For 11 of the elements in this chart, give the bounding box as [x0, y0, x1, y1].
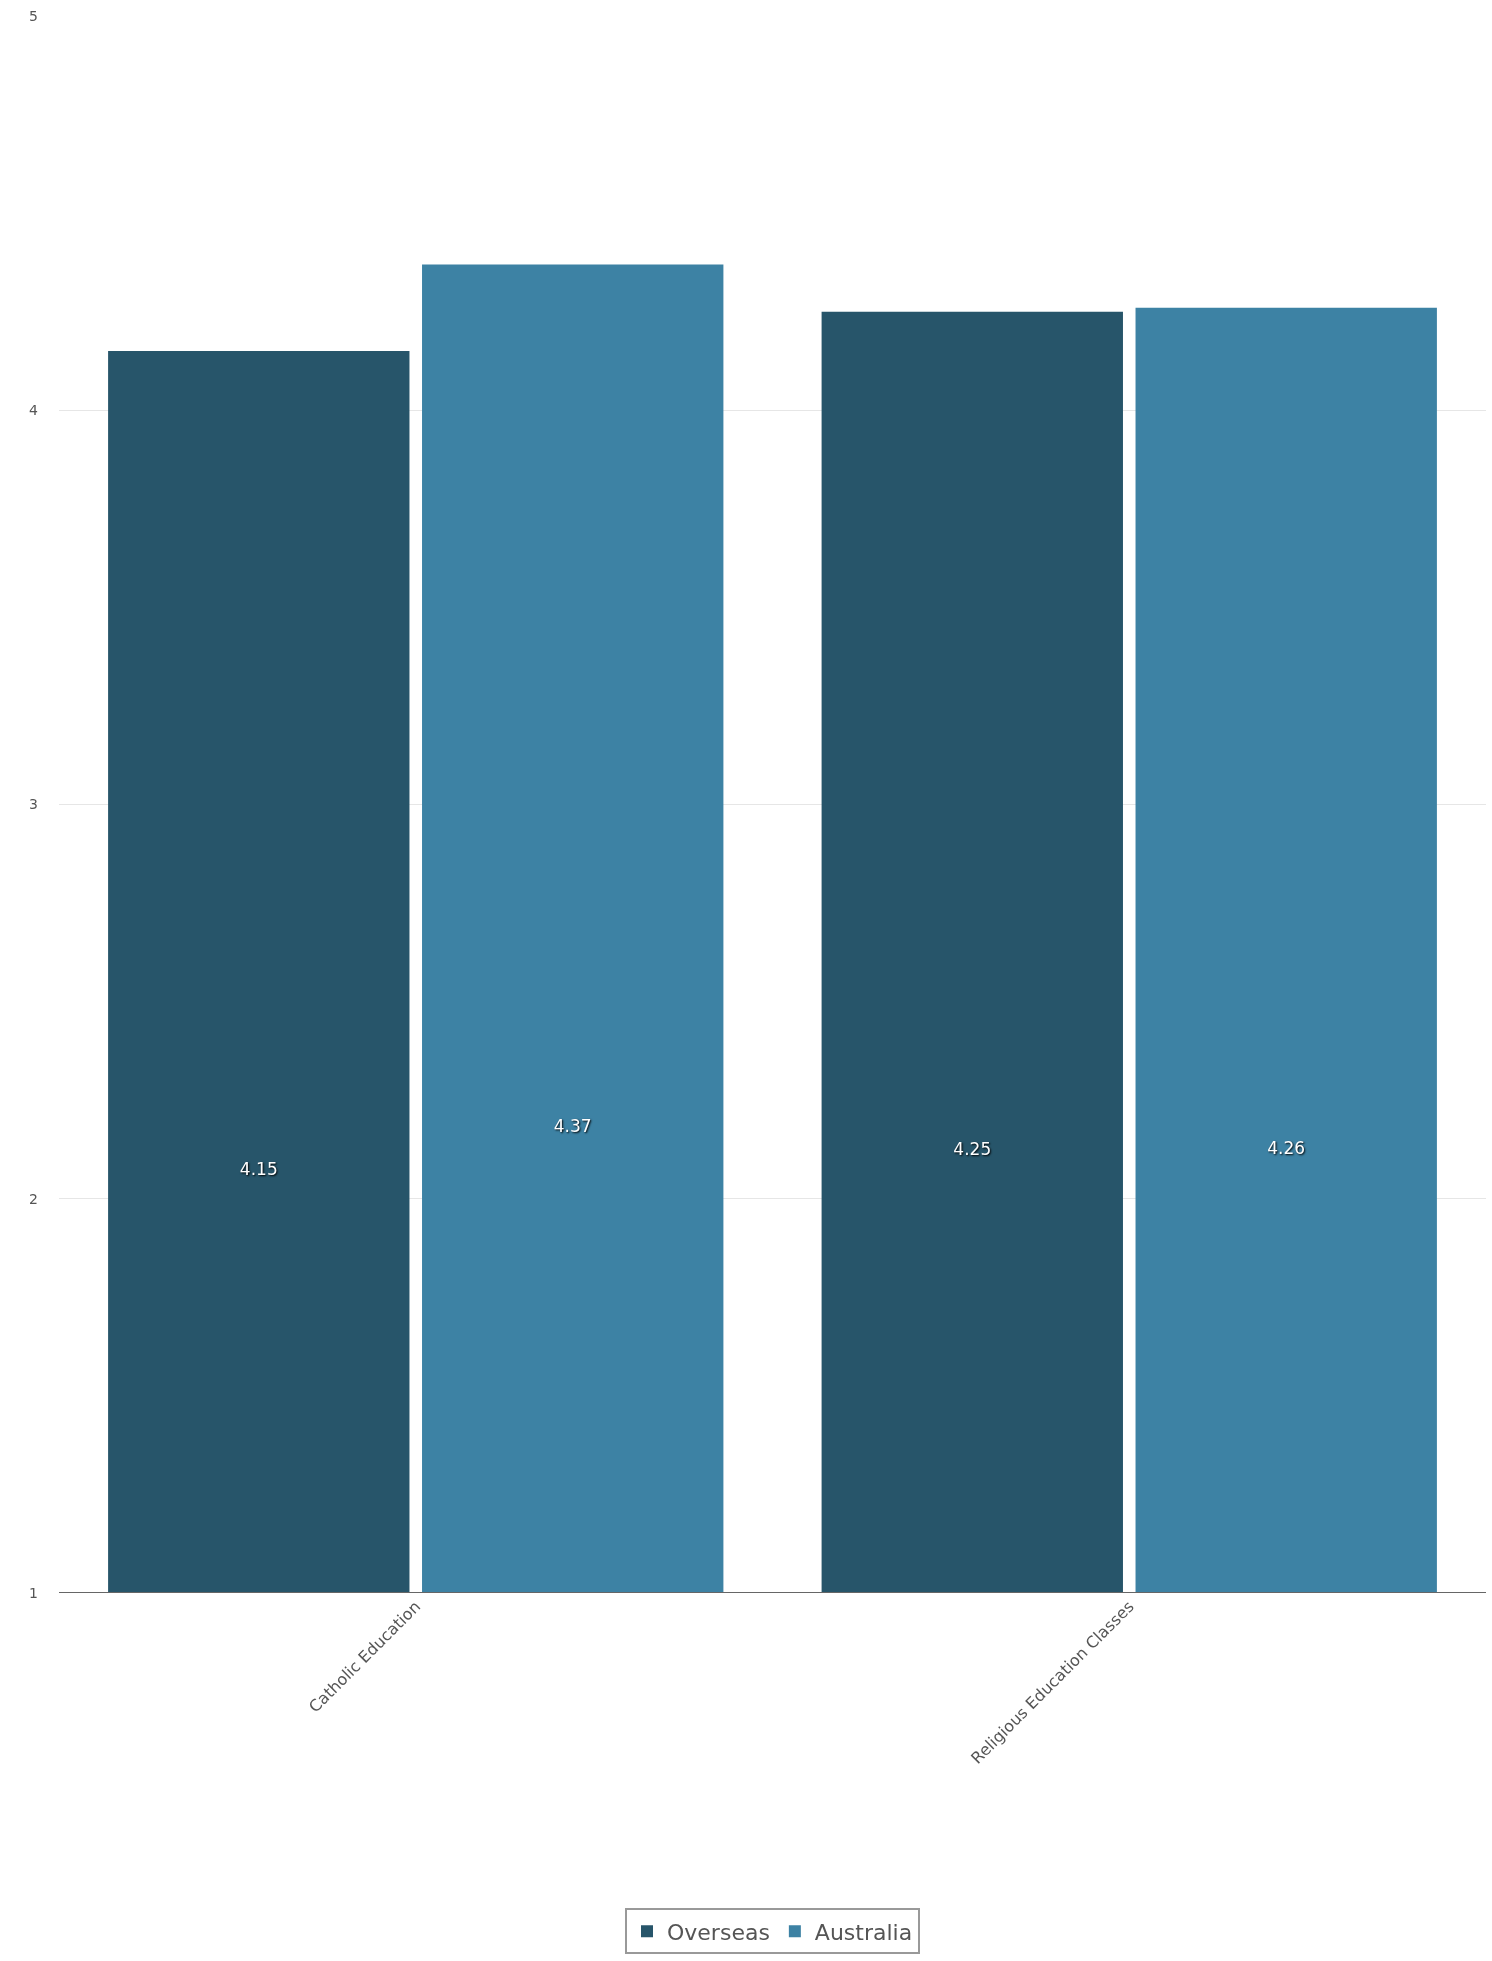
data-label: 4.15 [239, 1159, 278, 1180]
legend-label: Australia [814, 1919, 913, 1945]
legend-label: Overseas [667, 1919, 770, 1945]
y-tick-label: 3 [29, 796, 38, 813]
y-tick-label: 1 [29, 1584, 38, 1601]
data-label: 4.26 [1267, 1137, 1306, 1158]
data-label: 4.37 [553, 1115, 592, 1136]
y-tick-label: 2 [29, 1190, 38, 1207]
y-tick-label: 4 [29, 402, 39, 419]
data-label: 4.25 [953, 1139, 992, 1160]
y-tick-label: 5 [29, 7, 38, 24]
